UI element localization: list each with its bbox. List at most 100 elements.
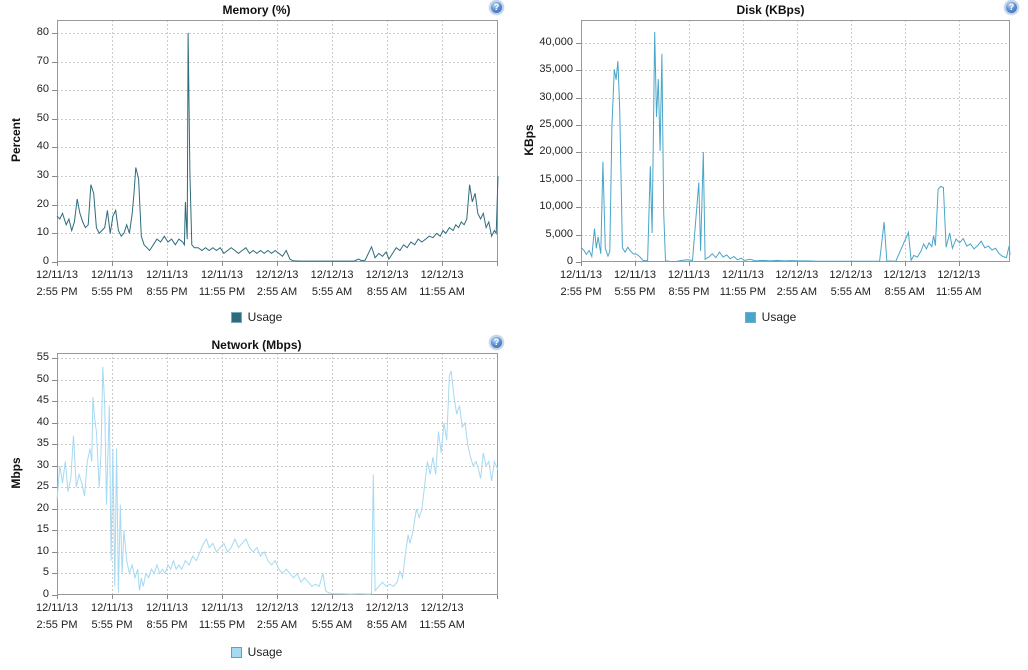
x-tick-date: 12/12/13	[829, 269, 873, 281]
y-tick-label: 50	[36, 372, 49, 385]
x-tick-time: 2:55 PM	[36, 286, 78, 298]
y-tick-label: 25	[36, 480, 49, 493]
x-tick-time: 11:55 PM	[198, 286, 246, 298]
y-tick-label: 0	[42, 588, 49, 600]
y-tick-label: 30	[36, 169, 49, 182]
x-tick-date: 12/11/13	[721, 269, 764, 281]
plot-area	[52, 353, 499, 599]
x-tick-label: 12/12/13 11:55 AM	[923, 267, 995, 301]
y-tick-label: 35,000	[539, 63, 573, 76]
x-tick-label: 12/12/13 8:55 AM	[351, 600, 423, 634]
x-tick-time: 2:55 AM	[256, 619, 298, 631]
x-tick-time: 5:55 PM	[91, 619, 133, 631]
legend: Usage	[513, 310, 1028, 324]
x-tick-time: 8:55 AM	[366, 619, 408, 631]
y-tick-label: 30,000	[539, 90, 573, 103]
x-tick-label: 12/11/13 11:55 PM	[186, 267, 258, 301]
x-tick-date: 12/12/13	[310, 269, 354, 281]
x-tick-label: 12/11/13 8:55 PM	[131, 267, 203, 301]
y-tick-label: 45	[36, 394, 49, 407]
x-tick-date: 12/11/13	[613, 269, 656, 281]
x-tick-time: 11:55 AM	[935, 286, 982, 298]
y-tick-label: 35	[36, 437, 49, 450]
x-tick-label: 12/11/13 8:55 PM	[131, 600, 203, 634]
x-tick-date: 12/11/13	[201, 602, 244, 614]
x-tick-date: 12/12/13	[420, 602, 464, 614]
x-tick-date: 12/12/13	[883, 269, 927, 281]
x-tick-date: 12/12/13	[310, 602, 354, 614]
x-tick-label: 12/11/13 5:55 PM	[76, 267, 148, 301]
y-tick-label: 0	[42, 255, 49, 267]
x-tick-label: 12/11/13 11:55 PM	[707, 267, 779, 301]
x-tick-time: 8:55 PM	[668, 286, 710, 298]
legend-label: Usage	[761, 310, 797, 324]
x-tick-label: 12/11/13 2:55 PM	[21, 600, 93, 634]
help-icon[interactable]: ?	[1004, 0, 1019, 15]
y-tick-label: 20,000	[539, 145, 573, 158]
x-tick-label: 12/12/13 11:55 AM	[406, 267, 478, 301]
x-tick-label: 12/11/13 5:55 PM	[599, 267, 671, 301]
x-tick-time: 11:55 PM	[198, 619, 246, 631]
y-tick-label: 5,000	[545, 227, 573, 240]
x-tick-time: 5:55 AM	[830, 286, 871, 298]
x-tick-label: 12/12/13 5:55 AM	[815, 267, 887, 301]
y-tick-label: 80	[36, 25, 49, 38]
x-tick-date: 12/12/13	[420, 269, 464, 281]
x-tick-label: 12/12/13 8:55 AM	[869, 267, 941, 301]
x-tick-time: 8:55 PM	[146, 619, 188, 631]
x-tick-time: 2:55 AM	[776, 286, 818, 298]
y-tick-label: 0	[566, 255, 573, 267]
help-icon[interactable]: ?	[489, 0, 504, 15]
x-tick-time: 5:55 PM	[614, 286, 656, 298]
y-tick-label: 40	[36, 140, 49, 153]
y-tick-label: 30	[36, 458, 49, 471]
y-tick-label: 25,000	[539, 118, 573, 131]
x-tick-date: 12/11/13	[667, 269, 710, 281]
x-tick-date: 12/12/13	[365, 269, 409, 281]
y-tick-label: 55	[36, 351, 49, 364]
y-tick-label: 40,000	[539, 35, 573, 48]
y-tick-label: 5	[42, 566, 49, 579]
x-tick-date: 12/11/13	[90, 269, 133, 281]
y-axis-title: KBps	[522, 124, 536, 156]
legend-label: Usage	[247, 645, 283, 659]
plot-area	[52, 20, 499, 266]
x-tick-label: 12/11/13 11:55 PM	[186, 600, 258, 634]
x-tick-label: 12/12/13 11:55 AM	[406, 600, 478, 634]
y-tick-label: 15	[36, 523, 49, 536]
x-tick-label: 12/12/13 2:55 AM	[761, 267, 833, 301]
x-tick-label: 12/12/13 5:55 AM	[296, 600, 368, 634]
chart-title: Network (Mbps)	[211, 338, 302, 352]
y-tick-label: 20	[36, 501, 49, 514]
x-tick-label: 12/12/13 8:55 AM	[351, 267, 423, 301]
x-tick-date: 12/11/13	[559, 269, 602, 281]
y-tick-label: 20	[36, 197, 49, 210]
legend: Usage	[0, 310, 513, 324]
x-tick-time: 5:55 AM	[311, 619, 353, 631]
x-tick-time: 5:55 PM	[91, 286, 133, 298]
x-tick-date: 12/11/13	[146, 269, 189, 281]
x-tick-label: 12/11/13 2:55 PM	[21, 267, 93, 301]
x-tick-date: 12/11/13	[35, 269, 78, 281]
legend: Usage	[0, 645, 513, 659]
x-tick-date: 12/11/13	[90, 602, 133, 614]
network-usage-chart: Network (Mbps) ? Mbps Usage 0 5 10 15 20 25 30…	[0, 335, 513, 670]
y-tick-label: 10,000	[539, 200, 573, 213]
y-tick-label: 10	[36, 544, 49, 557]
x-tick-time: 8:55 AM	[366, 286, 408, 298]
x-tick-label: 12/12/13 2:55 AM	[241, 267, 313, 301]
chart-title: Disk (KBps)	[736, 3, 805, 17]
x-tick-date: 12/12/13	[255, 602, 299, 614]
y-tick-label: 40	[36, 415, 49, 428]
x-tick-date: 12/12/13	[775, 269, 819, 281]
y-axis-title: Mbps	[9, 457, 23, 489]
legend-label: Usage	[247, 310, 283, 324]
x-tick-time: 11:55 AM	[419, 619, 465, 631]
help-icon[interactable]: ?	[489, 335, 504, 350]
plot-area	[576, 20, 1011, 266]
x-tick-time: 5:55 AM	[311, 286, 353, 298]
legend-swatch	[230, 311, 242, 323]
x-tick-label: 12/12/13 5:55 AM	[296, 267, 368, 301]
x-tick-time: 2:55 PM	[36, 619, 78, 631]
